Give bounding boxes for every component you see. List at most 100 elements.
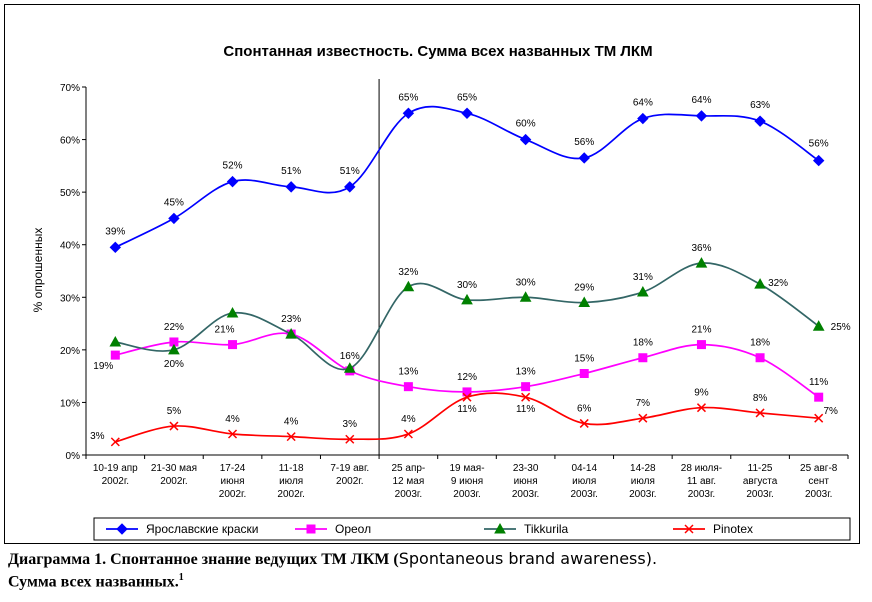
x-marker-stroke: [755, 408, 765, 418]
x-tick-label: 2003г.: [395, 489, 422, 500]
x-tick-label: 04-14: [571, 463, 597, 474]
data-label: 30%: [516, 277, 536, 288]
data-point: [695, 110, 708, 122]
data-point: [636, 285, 649, 297]
data-point: [110, 437, 120, 447]
data-point: [285, 328, 298, 339]
data-label: 63%: [750, 100, 770, 111]
data-point: [638, 353, 648, 363]
data-point: [578, 152, 590, 164]
data-label: 51%: [281, 166, 301, 177]
x-marker-stroke: [228, 429, 238, 439]
x-marker-stroke: [696, 403, 706, 413]
data-point: [754, 115, 766, 127]
x-tick-label: 2003г.: [571, 489, 598, 500]
x-tick-label: 2003г.: [805, 489, 832, 500]
data-point: [226, 307, 239, 318]
y-tick-label: 50%: [60, 188, 80, 199]
data-point: [462, 392, 472, 402]
data-label: 6%: [577, 403, 592, 414]
x-tick-label: 7-19 авг.: [330, 463, 369, 474]
data-label: 51%: [340, 166, 360, 177]
data-label: 31%: [633, 272, 653, 283]
axes: 0% 10% 20% 30% 40% 50% 60% 70% 10-19 апр 2002г. 21…: [60, 79, 849, 500]
data-point: [812, 154, 825, 167]
x-tick-label: июля: [631, 476, 655, 487]
legend-item: Ореол: [295, 522, 371, 536]
x-tick-label: 17-24: [220, 463, 246, 474]
x-tick-label: 2003г.: [629, 489, 656, 500]
data-point: [579, 418, 589, 428]
data-point: [462, 387, 472, 397]
data-label: 12%: [457, 372, 477, 383]
x-tick-label: 2003г.: [512, 489, 539, 500]
data-label: 16%: [340, 351, 360, 362]
footnote-mark: 1: [178, 572, 184, 583]
data-point: [169, 421, 179, 431]
y-tick-label: 30%: [60, 293, 80, 304]
x-marker-stroke: [345, 434, 355, 444]
data-label: 25%: [831, 322, 851, 333]
data-label: 64%: [691, 95, 711, 106]
data-label: 21%: [215, 325, 235, 336]
data-point: [402, 107, 415, 119]
x-tick-label: 2002г.: [102, 476, 129, 487]
x-tick-label: 9 июня: [451, 476, 483, 487]
data-label: 8%: [753, 393, 768, 404]
series-0: [109, 105, 825, 254]
x-marker-stroke: [684, 524, 694, 534]
x-tick-label: августа: [743, 476, 778, 487]
data-point: [521, 392, 531, 402]
data-point: [228, 429, 238, 439]
x-tick-label: 10-19 апр: [93, 463, 138, 474]
data-point: [812, 320, 825, 331]
data-point: [521, 382, 531, 392]
x-tick-label: 25 апр-: [391, 463, 425, 474]
data-label: 4%: [284, 417, 299, 428]
legend-label: Ореол: [335, 522, 371, 536]
legend-marker: [494, 522, 506, 534]
data-label: 23%: [281, 314, 301, 325]
data-point: [519, 291, 532, 302]
data-point: [168, 212, 180, 225]
x-tick-label: 19 мая-: [449, 463, 484, 474]
x-tick-label: 2003г.: [453, 489, 480, 500]
data-point: [578, 296, 591, 308]
data-point: [109, 335, 122, 347]
chart-frame: [4, 4, 860, 544]
x-tick-label: 2003г.: [688, 489, 715, 500]
data-label: 11%: [809, 377, 828, 388]
x-tick-label: 11-25: [748, 463, 773, 474]
y-tick-label: 70%: [60, 83, 80, 94]
x-tick-label: 2002г.: [336, 476, 363, 487]
x-tick-label: 28 июля-: [681, 463, 722, 474]
y-tick-label: 10%: [60, 398, 80, 409]
data-point: [402, 280, 415, 292]
x-marker-stroke: [169, 421, 179, 431]
data-label: 36%: [691, 243, 711, 254]
legend-marker: [306, 524, 316, 534]
legend-label: Pinotex: [713, 522, 753, 536]
data-point: [696, 403, 706, 413]
legend-item: Ярославские краски: [106, 522, 258, 536]
data-point: [754, 278, 766, 289]
data-label: 60%: [516, 119, 536, 130]
data-label: 56%: [574, 137, 594, 148]
y-tick-label: 20%: [60, 346, 80, 357]
data-label: 11%: [457, 404, 476, 415]
caption-line2-text: Сумма всех названных.: [8, 573, 179, 591]
series-line: [115, 392, 819, 443]
x-marker-stroke: [403, 429, 413, 439]
data-label: 20%: [164, 359, 184, 370]
x-tick-label: июня: [221, 476, 245, 487]
series-layer: [109, 105, 825, 447]
data-label: 22%: [164, 322, 184, 333]
x-tick-label: 21-30 мая: [151, 463, 197, 474]
data-point: [638, 413, 648, 423]
data-label: 13%: [398, 367, 418, 378]
x-marker-stroke: [462, 392, 472, 402]
data-point: [814, 413, 824, 423]
data-point: [461, 107, 473, 119]
data-label: 13%: [516, 367, 536, 378]
x-tick-label: июля: [572, 476, 596, 487]
